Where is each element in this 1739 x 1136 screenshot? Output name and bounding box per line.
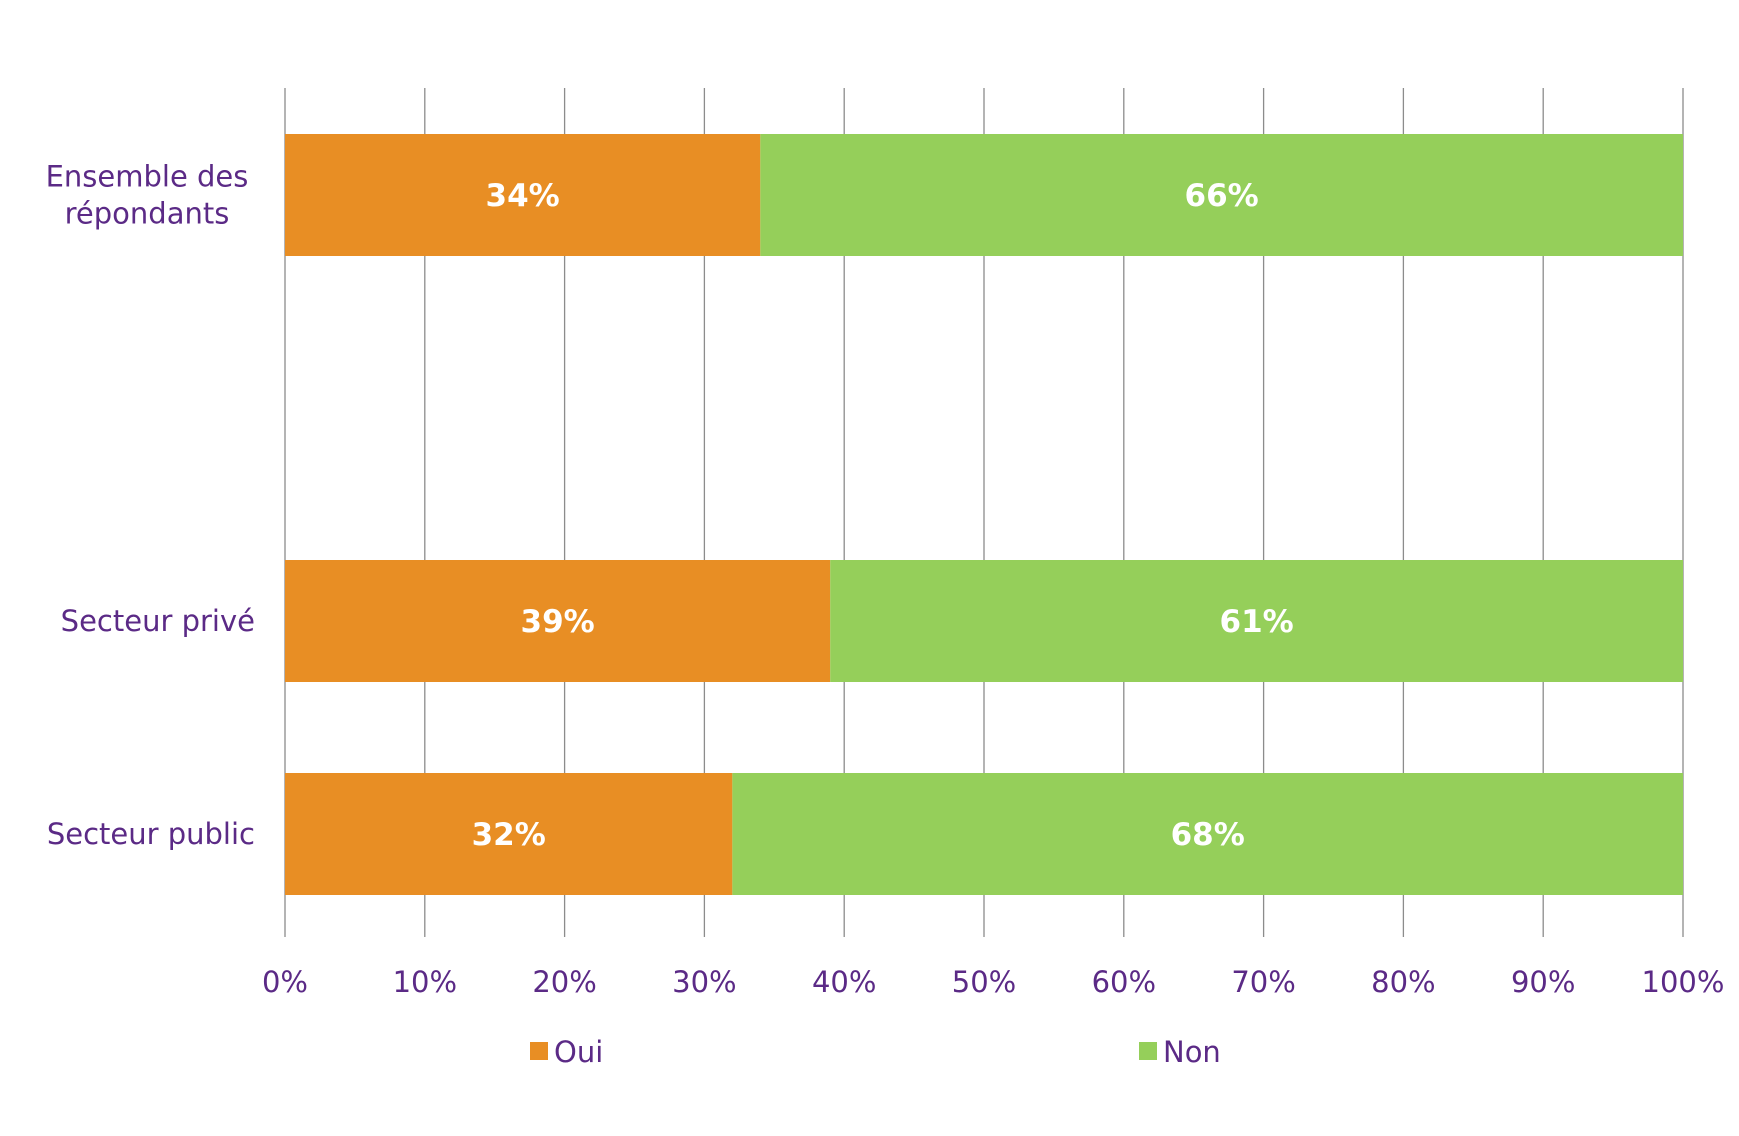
bar-non <box>760 134 1683 256</box>
data-label: 39% <box>521 604 595 640</box>
category-labels: Ensemble des répondants Secteur privé Secte… <box>46 160 255 852</box>
x-tick-label: 0% <box>262 965 308 999</box>
legend: Oui Non <box>530 1035 1221 1069</box>
category-label: Secteur public <box>47 817 255 851</box>
x-tick-label: 10% <box>393 965 457 999</box>
bar-oui <box>285 134 761 256</box>
bar-non <box>732 773 1683 895</box>
data-label: 66% <box>1185 178 1259 214</box>
data-label: 32% <box>472 817 546 853</box>
legend-label-oui: Oui <box>554 1035 603 1069</box>
x-tick-label: 100% <box>1642 965 1725 999</box>
category-label: Ensemble des répondants <box>46 160 249 231</box>
bars: 34% 66% 39% 61% 32% 68% <box>285 134 1683 895</box>
legend-swatch-non <box>1139 1042 1157 1060</box>
bar-oui <box>285 560 831 682</box>
category-label: Secteur privé <box>61 604 255 638</box>
data-label: 61% <box>1220 604 1294 640</box>
bar-non <box>830 560 1683 682</box>
data-label: 68% <box>1171 817 1245 853</box>
data-label: 34% <box>486 178 560 214</box>
bar-oui <box>285 773 733 895</box>
x-tick-label: 30% <box>672 965 736 999</box>
x-tick-label: 80% <box>1371 965 1435 999</box>
x-tick-label: 90% <box>1511 965 1575 999</box>
legend-swatch-oui <box>530 1042 548 1060</box>
x-tick-label: 40% <box>812 965 876 999</box>
x-tick-label: 20% <box>532 965 596 999</box>
legend-label-non: Non <box>1163 1035 1221 1069</box>
x-tick-label: 70% <box>1231 965 1295 999</box>
x-tick-label: 50% <box>952 965 1016 999</box>
x-axis-tick-labels: 0% 10% 20% 30% 40% 50% 60% 70% 80% 90% 100% <box>262 965 1724 999</box>
x-tick-label: 60% <box>1092 965 1156 999</box>
